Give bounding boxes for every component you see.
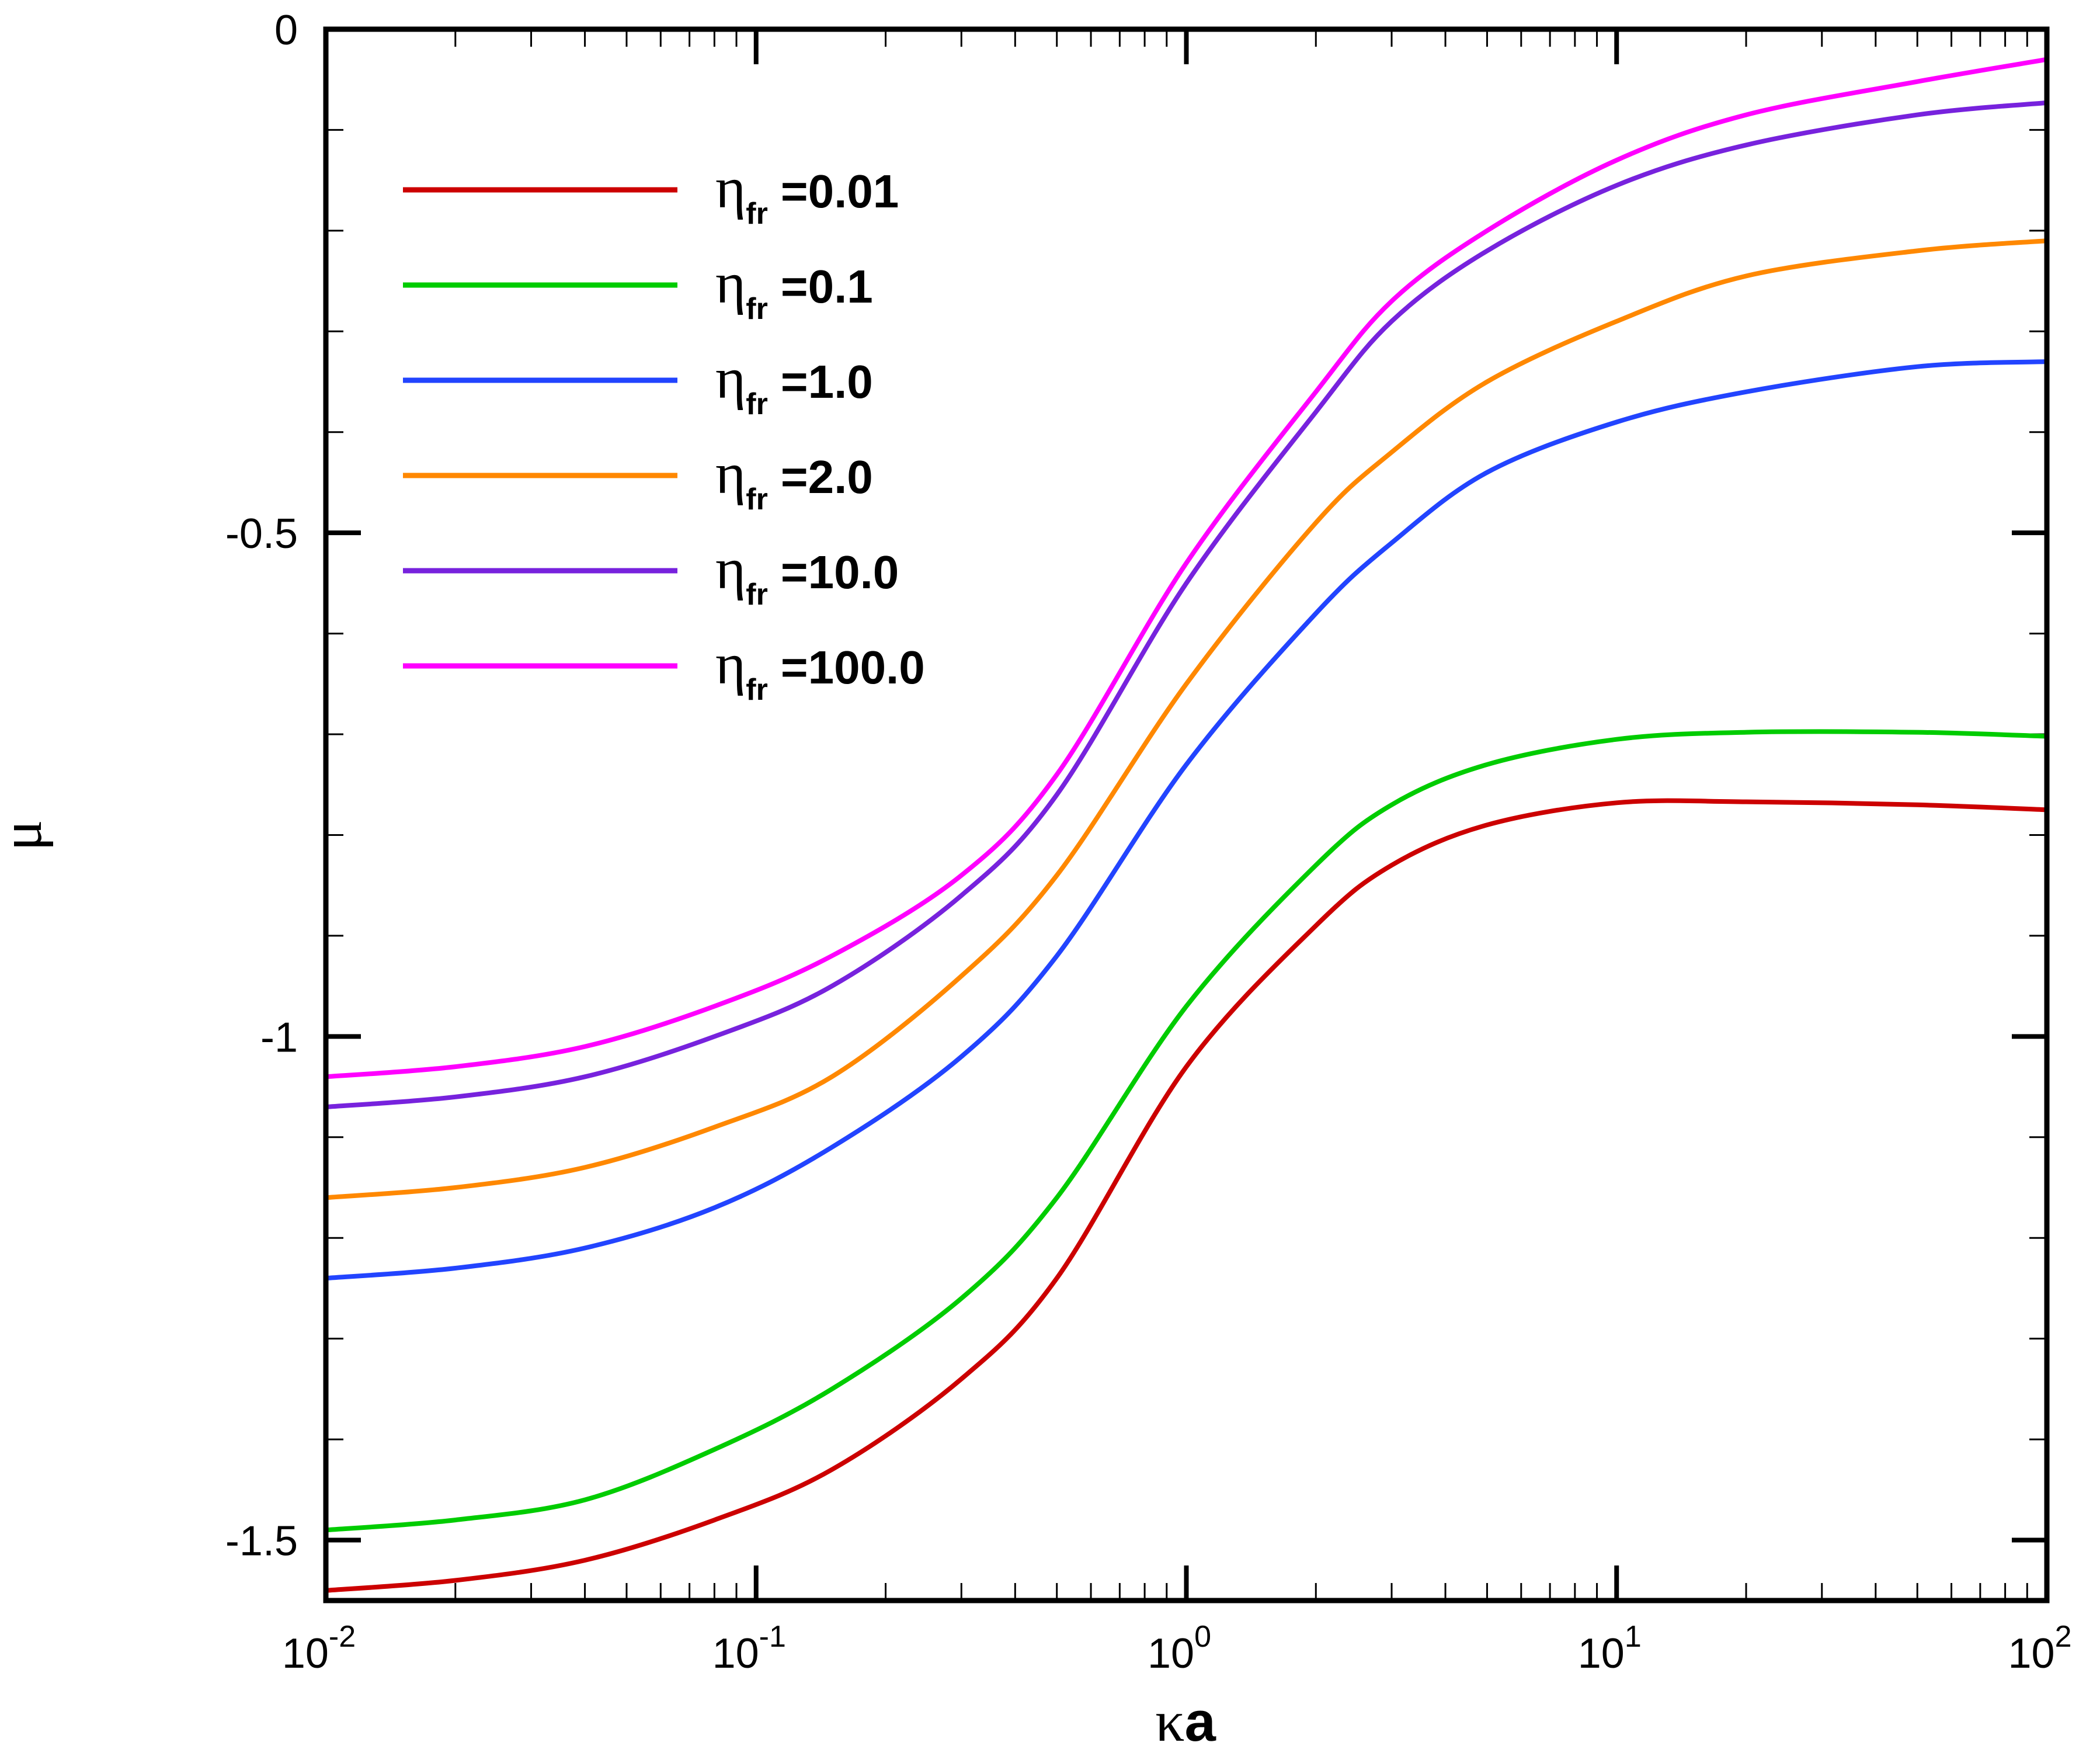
series-line-1 bbox=[324, 798, 2049, 1593]
x-tick-label: 10-2 bbox=[282, 1620, 356, 1677]
legend-symbol: η bbox=[715, 155, 746, 220]
legend-label-6: ηfr =100.0 bbox=[715, 631, 925, 707]
x-tick-label: 101 bbox=[1578, 1620, 1642, 1677]
series-line-3 bbox=[324, 359, 2049, 1281]
series-layer bbox=[324, 57, 2049, 1593]
x-tick-exponent: 2 bbox=[2055, 1620, 2072, 1654]
series-line-6 bbox=[324, 57, 2049, 1079]
x-tick-base: 10 bbox=[2008, 1630, 2054, 1677]
y-tick-label: 0 bbox=[274, 7, 298, 54]
legend-value: =2.0 bbox=[781, 451, 873, 503]
series-line-5 bbox=[324, 100, 2049, 1110]
legend-symbol: η bbox=[715, 536, 746, 601]
legend-symbol: η bbox=[715, 631, 746, 696]
legend-label-5: ηfr =10.0 bbox=[715, 536, 899, 612]
y-axis-title: μ bbox=[0, 820, 54, 851]
tick-labels: 0-0.5-1-1.510-2 10-1 100 101 102 bbox=[225, 7, 2072, 1677]
x-tick-base: 10 bbox=[712, 1630, 759, 1677]
x-axis-title: κa bbox=[1155, 1689, 1216, 1753]
legend-value: =0.01 bbox=[781, 165, 899, 217]
series-line-4 bbox=[324, 238, 2049, 1200]
legend-label-1: ηfr =0.01 bbox=[715, 155, 899, 231]
x-tick-base: 10 bbox=[1578, 1630, 1625, 1677]
plot-frame bbox=[323, 26, 2050, 1603]
x-axis-title-main: a bbox=[1185, 1690, 1216, 1753]
series-line-2 bbox=[324, 729, 2049, 1533]
x-tick-exponent: 0 bbox=[1194, 1620, 1211, 1654]
legend-subscript: fr bbox=[746, 197, 768, 231]
legend-value: =100.0 bbox=[781, 641, 925, 693]
legend-symbol: η bbox=[715, 441, 746, 506]
legend-symbol: η bbox=[715, 251, 746, 315]
legend-symbol: η bbox=[715, 346, 746, 411]
x-tick-label: 10-1 bbox=[712, 1620, 786, 1677]
legend-value: =10.0 bbox=[781, 546, 899, 598]
legend-subscript: fr bbox=[746, 482, 768, 516]
axis-ticks bbox=[324, 27, 2047, 1601]
legend-subscript: fr bbox=[746, 673, 768, 707]
legend-label-3: ηfr =1.0 bbox=[715, 346, 873, 421]
x-tick-exponent: -2 bbox=[329, 1620, 356, 1654]
legend-subscript: fr bbox=[746, 578, 768, 612]
legend-label-4: ηfr =2.0 bbox=[715, 441, 873, 516]
x-tick-label: 100 bbox=[1148, 1620, 1211, 1677]
x-tick-base: 10 bbox=[1148, 1630, 1194, 1677]
legend-label-2: ηfr =0.1 bbox=[715, 251, 873, 326]
x-tick-exponent: 1 bbox=[1625, 1620, 1642, 1654]
legend-value: =0.1 bbox=[781, 261, 873, 313]
x-axis-title-symbol: κ bbox=[1155, 1689, 1184, 1753]
y-tick-label: -0.5 bbox=[225, 511, 298, 557]
x-tick-base: 10 bbox=[282, 1630, 329, 1677]
legend-subscript: fr bbox=[746, 292, 768, 326]
x-tick-exponent: -1 bbox=[759, 1620, 786, 1654]
x-tick-label: 102 bbox=[2008, 1620, 2071, 1677]
legend-value: =1.0 bbox=[781, 356, 873, 408]
y-tick-label: -1.5 bbox=[225, 1518, 298, 1565]
legend-subscript: fr bbox=[746, 387, 768, 421]
y-tick-label: -1 bbox=[260, 1014, 298, 1061]
